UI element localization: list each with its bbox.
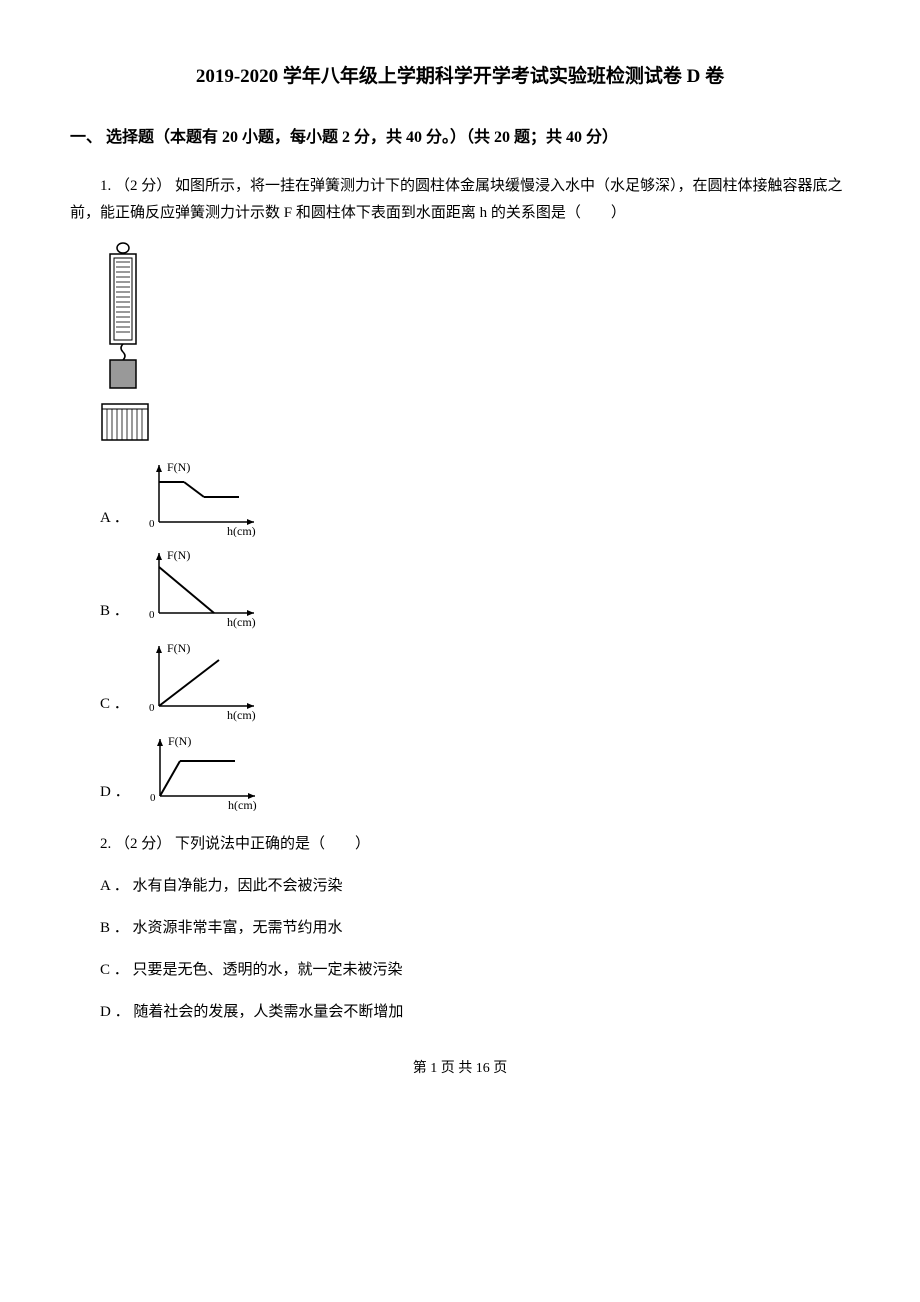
graph-a: F(N) h(cm) 0 xyxy=(139,457,269,537)
spring-scale-diagram xyxy=(100,242,850,442)
q2-option-b: B ． 水资源非常丰富，无需节约用水 xyxy=(100,915,850,942)
option-b-row: B ． F(N) h(cm) 0 xyxy=(100,545,850,630)
graph-b: F(N) h(cm) 0 xyxy=(139,545,269,630)
question-points: （2 分） xyxy=(115,836,171,852)
option-a-label: A ． xyxy=(100,505,129,537)
xlabel: h(cm) xyxy=(228,798,257,811)
xlabel: h(cm) xyxy=(227,708,256,722)
option-d-label: D ． xyxy=(100,779,130,811)
ylabel: F(N) xyxy=(168,734,191,748)
q2-option-c: C ． 只要是无色、透明的水，就一定未被污染 xyxy=(100,957,850,984)
question-text: 如图所示，将一挂在弹簧测力计下的圆柱体金属块缓慢浸入水中（水足够深），在圆柱体接… xyxy=(70,178,843,221)
q2-option-a: A ． 水有自净能力，因此不会被污染 xyxy=(100,873,850,900)
question-2: 2. （2 分） 下列说法中正确的是（ ） xyxy=(70,831,850,858)
exam-title: 2019-2020 学年八年级上学期科学开学考试实验班检测试卷 D 卷 xyxy=(70,60,850,94)
question-1: 1. （2 分） 如图所示，将一挂在弹簧测力计下的圆柱体金属块缓慢浸入水中（水足… xyxy=(70,173,850,227)
ylabel: F(N) xyxy=(167,641,190,655)
section-header: 一、 选择题（本题有 20 小题，每小题 2 分，共 40 分。）（共 20 题… xyxy=(70,124,850,153)
option-c-row: C ． F(N) h(cm) 0 xyxy=(100,638,850,723)
question-text: 下列说法中正确的是（ ） xyxy=(175,836,370,852)
q2-option-d: D ． 随着社会的发展，人类需水量会不断增加 xyxy=(100,999,850,1026)
svg-text:0: 0 xyxy=(149,702,155,714)
graph-d: F(N) h(cm) 0 xyxy=(140,731,270,811)
svg-text:0: 0 xyxy=(149,609,155,621)
ylabel: F(N) xyxy=(167,460,190,474)
option-c-label: C ． xyxy=(100,691,129,723)
graph-c: F(N) h(cm) 0 xyxy=(139,638,269,723)
option-a-row: A ． F(N) h(cm) 0 xyxy=(100,457,850,537)
option-d-row: D ． F(N) h(cm) 0 xyxy=(100,731,850,811)
option-b-label: B ． xyxy=(100,598,129,630)
svg-text:0: 0 xyxy=(150,792,156,804)
question-number: 2. xyxy=(100,836,111,852)
xlabel: h(cm) xyxy=(227,524,256,537)
ylabel: F(N) xyxy=(167,548,190,562)
question-points: （2 分） xyxy=(115,178,171,194)
svg-text:0: 0 xyxy=(149,518,155,530)
page-footer: 第 1 页 共 16 页 xyxy=(70,1056,850,1081)
xlabel: h(cm) xyxy=(227,615,256,629)
question-number: 1. xyxy=(100,178,111,194)
